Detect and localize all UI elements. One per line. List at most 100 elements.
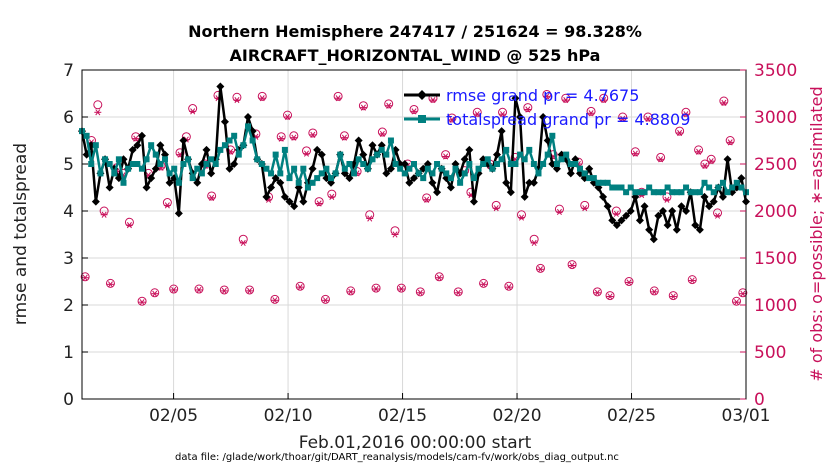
- rmse-point: [659, 207, 667, 215]
- obs-assimilated-point: [106, 281, 114, 288]
- totalspread-point: [341, 165, 348, 172]
- totalspread-point: [586, 175, 593, 182]
- rmse-point: [640, 202, 649, 211]
- obs-assimilated-point: [429, 96, 437, 104]
- rmse-point: [220, 117, 229, 126]
- totalspread-point: [111, 170, 118, 177]
- totalspread-point: [208, 156, 215, 163]
- obs-assimilated-point: [334, 95, 342, 102]
- x-tick-label: 02/20: [493, 406, 542, 426]
- totalspread-point: [383, 151, 390, 158]
- totalspread-point: [166, 170, 173, 177]
- rmse-point: [308, 164, 317, 173]
- obs-assimilated-point: [284, 113, 292, 121]
- totalspread-point: [198, 170, 205, 177]
- rmse-point: [654, 211, 663, 220]
- totalspread-point: [443, 170, 450, 177]
- rmse-point: [290, 202, 299, 211]
- totalspread-point: [152, 151, 159, 158]
- totalspread-point: [189, 175, 196, 182]
- totalspread-point: [733, 179, 740, 186]
- obs-assimilated-point: [619, 115, 627, 122]
- obs-possible-point: [124, 217, 134, 227]
- totalspread-point: [148, 142, 155, 149]
- obs-assimilated-point: [397, 285, 405, 293]
- obs-assimilated-point: [644, 115, 652, 122]
- obs-assimilated-point: [587, 110, 595, 117]
- y-right-tick-label: 500: [754, 343, 786, 363]
- totalspread-point: [397, 165, 404, 172]
- totalspread-point: [254, 156, 261, 163]
- rmse-point: [354, 136, 363, 145]
- rmse-point: [497, 127, 506, 136]
- totalspread-point: [544, 151, 551, 158]
- obs-possible-point: [580, 200, 590, 210]
- obs-assimilated-point: [669, 293, 677, 300]
- obs-possible-point: [434, 272, 444, 282]
- obs-possible-point: [289, 131, 299, 141]
- obs-possible-point: [169, 284, 179, 294]
- obs-assimilated-point: [631, 150, 639, 157]
- totalspread-point: [374, 151, 381, 158]
- rmse-point: [617, 216, 626, 225]
- rmse-point: [612, 221, 621, 230]
- totalspread-point: [646, 184, 653, 191]
- obs-assimilated-point: [347, 288, 355, 295]
- rmse-point: [566, 169, 575, 178]
- rmse-point: [469, 197, 478, 206]
- obs-assimilated-point: [625, 279, 633, 286]
- obs-assimilated-point: [81, 274, 89, 281]
- rmse-point: [433, 188, 442, 197]
- x-axis-ticks: 02/05 02/10 02/15 02/20 02/25 03/01: [149, 393, 771, 426]
- rmse-point: [635, 216, 644, 225]
- obs-assimilated-point: [448, 116, 456, 123]
- obs-assimilated-point: [726, 139, 734, 146]
- totalspread-point: [595, 179, 602, 186]
- totalspread-point: [724, 189, 731, 196]
- y-right-tick-label: 3500: [754, 61, 797, 81]
- totalspread-point: [719, 179, 726, 186]
- totalspread-point: [535, 170, 542, 177]
- totalspread-point: [411, 161, 417, 167]
- legend: rmse grand pr = 4.7675 totalspread grand …: [404, 86, 690, 129]
- obs-possible-point: [131, 132, 141, 142]
- obs-assimilated-point: [423, 196, 431, 203]
- obs-possible-point: [320, 294, 330, 304]
- totalspread-point: [263, 165, 270, 172]
- totalspread-point: [272, 151, 279, 158]
- obs-assimilated-point: [593, 289, 601, 296]
- totalspread-point: [328, 175, 334, 182]
- totalspread-point: [185, 156, 192, 163]
- rmse-point: [368, 141, 377, 150]
- rmse-point: [723, 155, 732, 164]
- totalspread-point: [171, 165, 178, 172]
- totalspread-point: [102, 156, 109, 163]
- obs-possible-point: [605, 291, 615, 301]
- obs-possible-point: [93, 100, 103, 110]
- totalspread-point: [217, 146, 224, 153]
- totalspread-point: [470, 175, 477, 182]
- totalspread-point: [420, 175, 427, 182]
- rmse-point: [137, 131, 146, 140]
- obs-possible-point: [283, 110, 293, 120]
- obs-possible-point: [245, 285, 255, 295]
- data-file-footer: data file: /glade/work/thoar/git/DART_re…: [175, 452, 619, 463]
- rmse-point: [520, 192, 529, 201]
- obs-possible-point: [535, 263, 545, 273]
- totalspread-point: [92, 142, 99, 149]
- obs-possible-point: [194, 284, 204, 294]
- totalspread-point: [337, 151, 344, 158]
- totalspread-point: [632, 189, 639, 196]
- obs-possible-point: [624, 277, 634, 286]
- obs-possible-point: [706, 154, 716, 164]
- obs-assimilated-point: [290, 134, 298, 141]
- x-tick-label: 02/15: [378, 406, 427, 426]
- x-tick-label: 02/10: [264, 406, 313, 426]
- totalspread-point: [415, 170, 422, 177]
- obs-possible-point: [719, 96, 729, 106]
- totalspread-point: [115, 156, 122, 163]
- rmse-point: [446, 183, 455, 192]
- obs-assimilated-point: [195, 286, 203, 294]
- totalspread-point: [134, 161, 141, 167]
- rmse-point: [142, 183, 151, 192]
